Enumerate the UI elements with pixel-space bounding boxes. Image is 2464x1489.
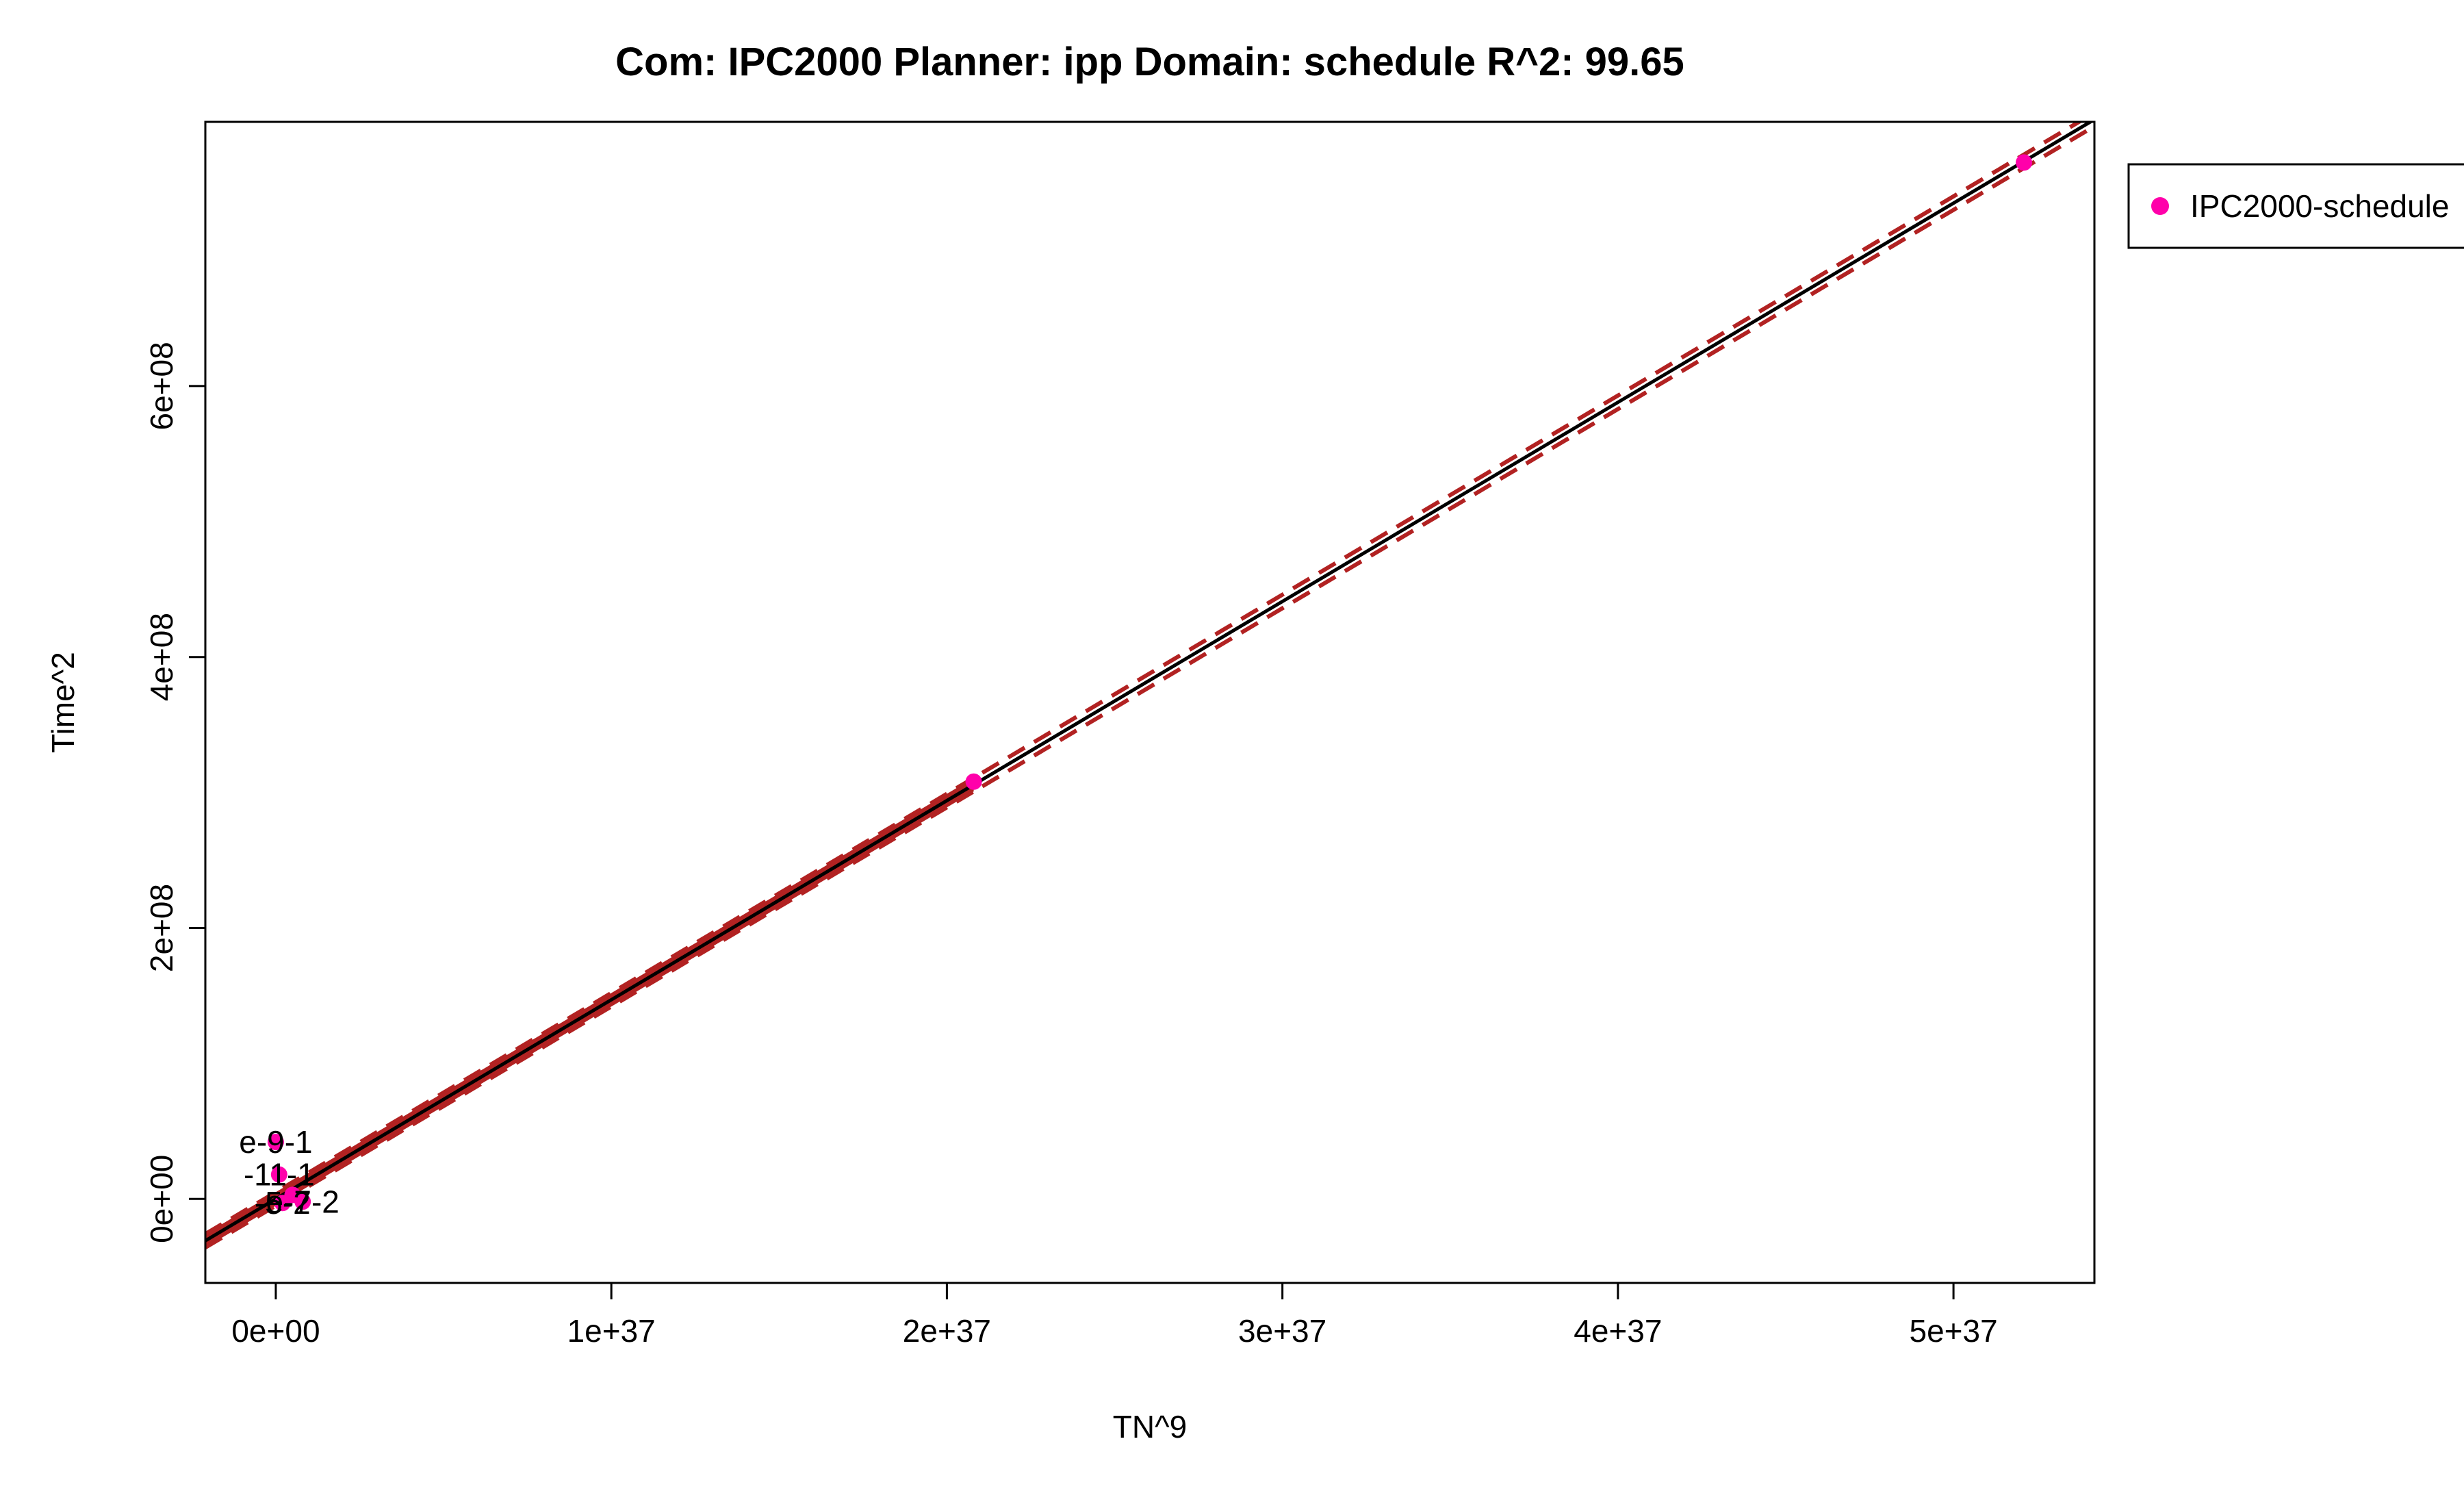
y-tick-label: 2e+08 <box>144 884 179 972</box>
x-axis: 0e+00 1e+37 2e+37 3e+37 4e+37 5e+37 <box>231 1283 1998 1349</box>
data-point-label: e-9-1 <box>239 1124 312 1160</box>
data-point-label: -11-1 <box>244 1157 315 1193</box>
x-tick-label: 1e+37 <box>567 1313 656 1349</box>
x-tick-label: 5e+37 <box>1910 1313 1998 1349</box>
y-axis: 0e+00 2e+08 4e+08 6e+08 <box>144 342 205 1243</box>
data-point <box>267 1134 284 1151</box>
x-tick-label: 0e+00 <box>231 1313 320 1349</box>
y-tick-label: 4e+08 <box>144 613 179 701</box>
data-point <box>2016 154 2033 171</box>
confidence-lower-line <box>205 124 2094 1249</box>
y-axis-label: Time^2 <box>45 652 81 753</box>
data-point <box>294 1193 311 1210</box>
x-tick-label: 4e+37 <box>1574 1313 1662 1349</box>
legend-label: IPC2000-schedule <box>2190 188 2449 224</box>
data-point-label: -5-2 <box>255 1185 311 1221</box>
x-axis-label: TN^9 <box>1113 1409 1188 1445</box>
x-tick-label: 3e+37 <box>1238 1313 1326 1349</box>
legend-marker <box>2151 197 2169 215</box>
y-tick-label: 6e+08 <box>144 342 179 430</box>
data-point <box>965 773 982 790</box>
data-point <box>270 1166 287 1183</box>
chart-title: Com: IPC2000 Planner: ipp Domain: schedu… <box>615 40 1684 84</box>
legend-box <box>2127 163 2464 249</box>
y-tick-label: 0e+00 <box>144 1155 179 1243</box>
data-point-label: e-7-2 <box>266 1184 339 1219</box>
data-point <box>274 1195 291 1212</box>
confidence-upper-line <box>205 122 2083 1236</box>
plot-area <box>205 122 2094 1249</box>
legend: IPC2000-schedule <box>2127 163 2464 249</box>
point-labels: e-9-1-11-1e-7-2-5-2 <box>239 1124 339 1221</box>
x-tick-label: 2e+37 <box>903 1313 991 1349</box>
plot-frame <box>204 120 2096 1284</box>
regression-line <box>205 122 2094 1243</box>
